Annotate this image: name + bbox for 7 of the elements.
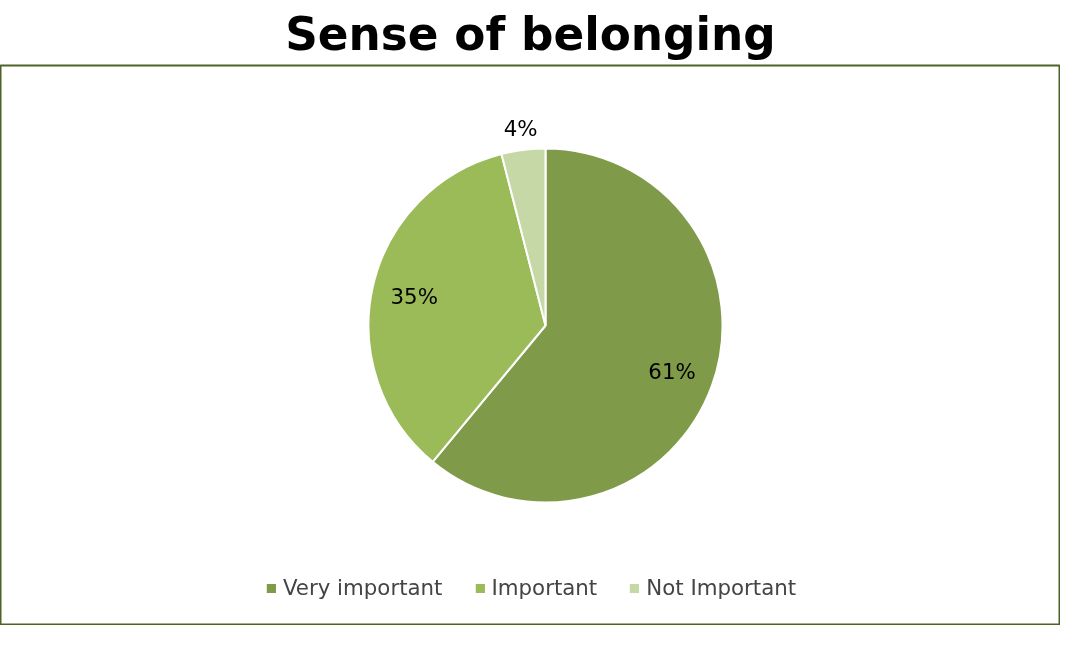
chart-title: Sense of belonging [285,7,776,61]
data-label: 35% [390,283,438,309]
legend-label: Very important [282,575,443,600]
data-label: 61% [648,358,696,384]
data-label: 4% [503,116,538,142]
legend-label: Not Important [646,575,797,600]
legend-label: Important [491,575,598,600]
